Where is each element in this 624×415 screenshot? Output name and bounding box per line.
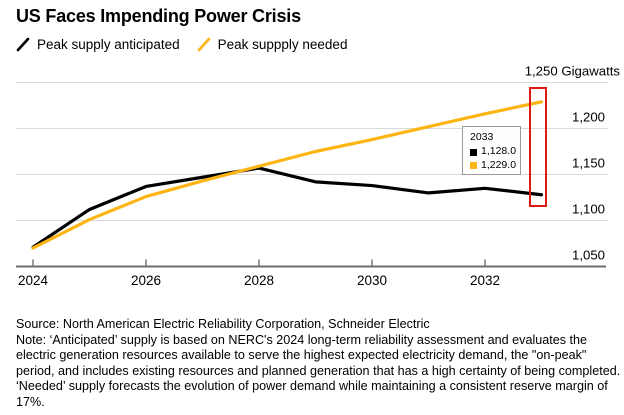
legend-label-needed: Peak suppply needed: [217, 37, 348, 52]
source-line: Source: North American Electric Reliabil…: [16, 317, 430, 331]
tooltip-year: 2033: [470, 131, 494, 143]
y-axis-label: 1,150: [572, 156, 605, 171]
yellow-line-swatch-icon: [197, 37, 210, 52]
x-axis-label: 2028: [244, 273, 274, 288]
note-line: period, and includes existing resources …: [16, 363, 621, 378]
legend-item-needed: Peak suppply needed: [197, 37, 348, 52]
x-axis-label: 2032: [470, 273, 500, 288]
chart-tooltip: 2033 1,128.0 1,229.0: [462, 126, 521, 175]
tooltip-row-needed: 1,229.0: [470, 159, 516, 172]
x-axis-label: 2024: [18, 273, 49, 288]
y-axis-label: 1,100: [572, 202, 605, 217]
chart-canvas: 1,250 Gigawatts 1,200 1,150 1,100 1,050 2024 2…: [16, 64, 621, 288]
legend-label-anticipated: Peak supply anticipated: [37, 37, 180, 52]
y-axis-label: 1,200: [572, 110, 605, 125]
black-line-swatch-icon: [16, 37, 30, 52]
note-line: electric generation resources available …: [16, 348, 587, 363]
chart-legend: Peak supply anticipated Peak suppply nee…: [16, 37, 347, 52]
chart-plot-area[interactable]: 1,250 Gigawatts 1,200 1,150 1,100 1,050 2024 2…: [0, 60, 624, 310]
note-line: 17%.: [16, 394, 45, 409]
source-and-note: Source: North American Electric Reliabil…: [16, 317, 621, 411]
note-line: ‘Needed’ supply forecasts the evolution …: [16, 379, 608, 394]
x-axis-label: 2026: [131, 273, 161, 288]
tooltip-value-needed: 1,229.0: [481, 158, 517, 171]
tooltip-row-anticipated: 1,128.0: [470, 145, 516, 158]
x-axis-label: 2030: [357, 273, 387, 288]
y-axis-label: 1,050: [572, 248, 605, 263]
tooltip-value-anticipated: 1,128.0: [481, 145, 517, 158]
black-series-swatch-icon: [470, 148, 477, 156]
series-line-peak-supply-anticipated: [31, 166, 544, 249]
series-line-peak-suppply-needed: [31, 100, 544, 250]
legend-item-anticipated: Peak supply anticipated: [16, 37, 180, 52]
chart-title: US Faces Impending Power Crisis: [16, 6, 301, 26]
note-line: Note: ‘Anticipated’ supply is based on N…: [16, 332, 588, 347]
yellow-series-swatch-icon: [470, 162, 477, 170]
y-axis-label: 1,250 Gigawatts: [525, 64, 621, 79]
